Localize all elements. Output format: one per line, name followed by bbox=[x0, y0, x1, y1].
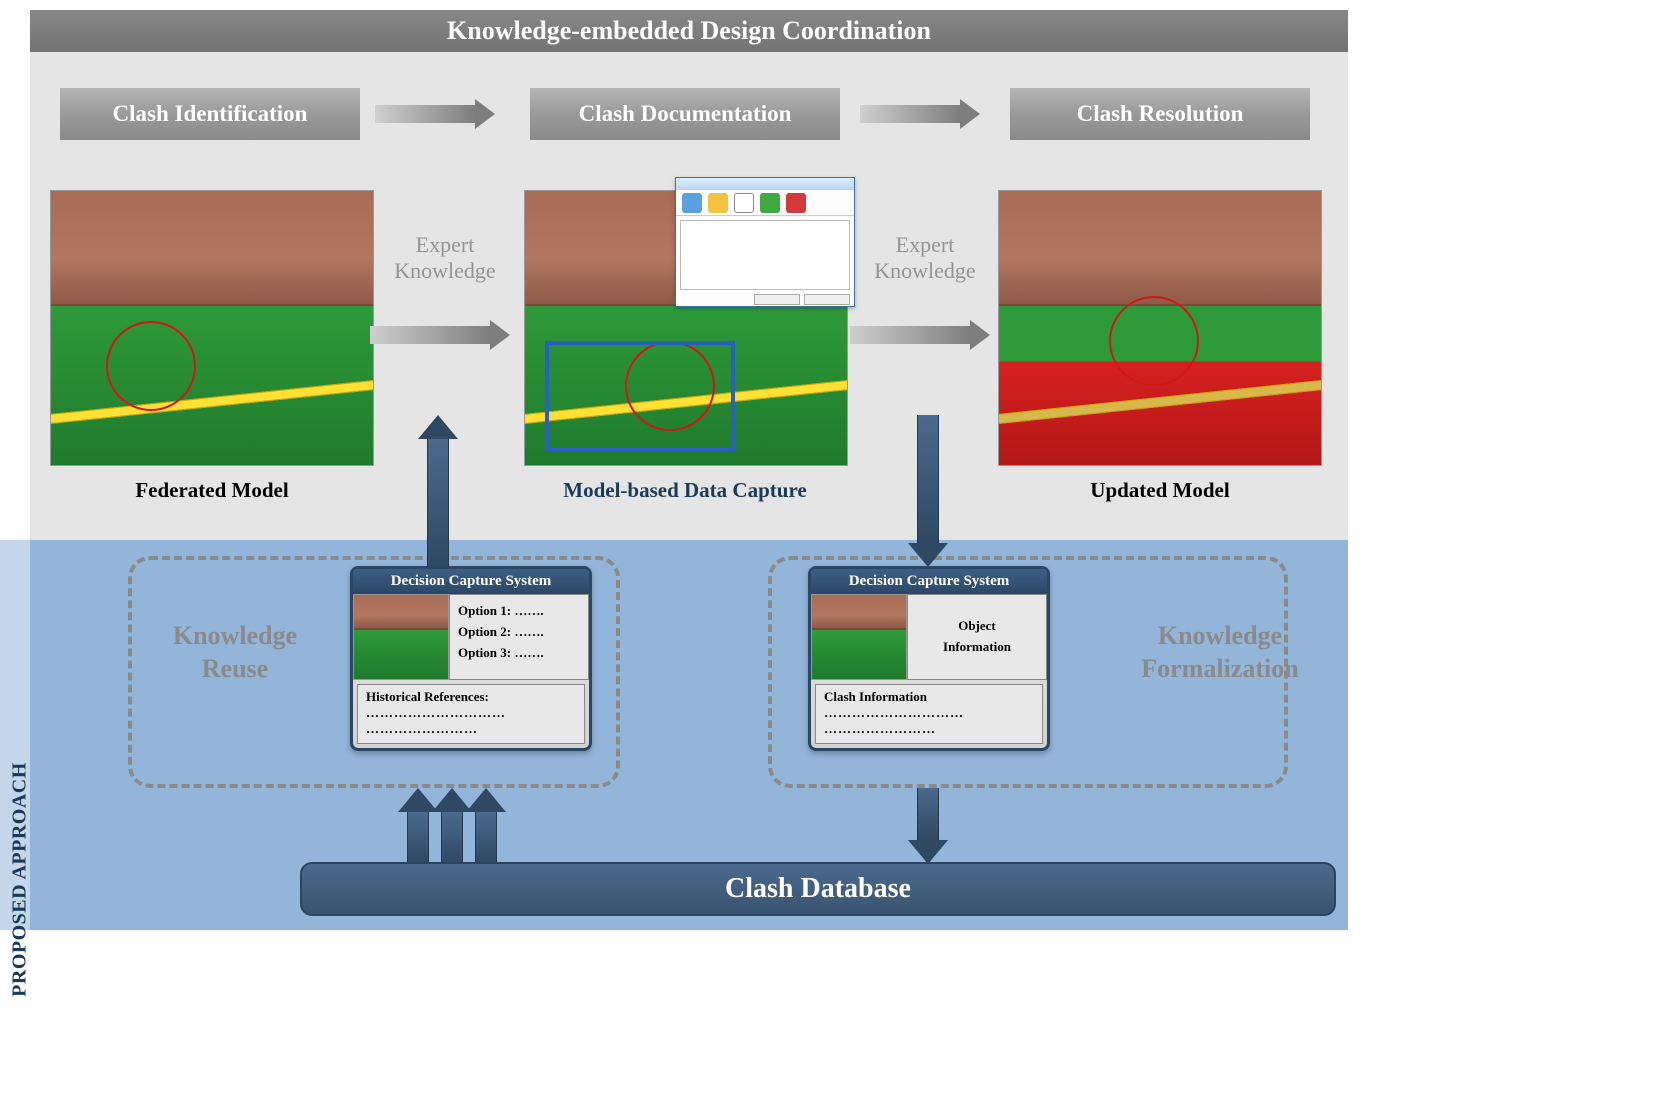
expert-knowledge-label-2: Expert Knowledge bbox=[870, 232, 980, 285]
clash-circle-icon bbox=[106, 321, 196, 411]
clash-database-bar: Clash Database bbox=[300, 862, 1336, 916]
dcs-hist-line: …………………… bbox=[366, 721, 576, 737]
dcs-panel-reuse: Decision Capture System Option 1: ……. Op… bbox=[350, 566, 592, 751]
dcs-clash-line: …………………… bbox=[824, 721, 1034, 737]
dcs-option: Option 3: ……. bbox=[458, 643, 580, 664]
knowledge-reuse-text: Knowledge Reuse bbox=[173, 621, 297, 683]
knowledge-formalization-text: Knowledge Formalization bbox=[1141, 621, 1298, 683]
thumb-updated-model bbox=[998, 190, 1322, 466]
selection-box-icon bbox=[545, 341, 735, 451]
dcs-hist-line: ………………………… bbox=[366, 705, 576, 721]
stage-label: Clash Resolution bbox=[1077, 101, 1244, 127]
appwin-toolbar-icon bbox=[760, 193, 780, 213]
appwin-toolbar-icon bbox=[734, 193, 754, 213]
stage-arrow-2 bbox=[860, 99, 980, 129]
dcs-title: Decision Capture System bbox=[811, 569, 1047, 594]
dcs-option: Option 1: ……. bbox=[458, 601, 580, 622]
arrow-db-down bbox=[908, 788, 948, 864]
expert-label-line1: Expert bbox=[390, 232, 500, 258]
thumb-federated-model bbox=[50, 190, 374, 466]
clash-database-label: Clash Database bbox=[725, 873, 911, 905]
caption-capture: Model-based Data Capture bbox=[480, 478, 890, 503]
dcs-clash-line: ………………………… bbox=[824, 705, 1034, 721]
dcs-panel-formalization: Decision Capture System Object Informati… bbox=[808, 566, 1050, 751]
appwin-toolbar-icon bbox=[786, 193, 806, 213]
proposed-approach-label: PROPOSED APPROACH bbox=[9, 705, 32, 1055]
expert-label-line2: Knowledge bbox=[870, 258, 980, 284]
dcs-object-info-panel: Object Information bbox=[907, 594, 1047, 680]
capture-app-window bbox=[675, 177, 855, 307]
dcs-objinfo-line: Information bbox=[943, 637, 1011, 658]
caption-federated: Federated Model bbox=[50, 478, 374, 503]
arrow-formalization-down bbox=[908, 415, 948, 567]
caption-updated: Updated Model bbox=[998, 478, 1322, 503]
stage-label: Clash Documentation bbox=[579, 101, 792, 127]
dcs-mini-thumb bbox=[811, 594, 907, 680]
stage-label: Clash Identification bbox=[113, 101, 308, 127]
main-title-text: Knowledge-embedded Design Coordination bbox=[447, 16, 931, 46]
dcs-clash-info-panel: Clash Information ………………………… …………………… bbox=[815, 684, 1043, 744]
stage-clash-resolution: Clash Resolution bbox=[1010, 88, 1310, 140]
expert-label-line2: Knowledge bbox=[390, 258, 500, 284]
dcs-title: Decision Capture System bbox=[353, 569, 589, 594]
arrow-reuse-up bbox=[418, 415, 458, 567]
dcs-objinfo-line: Object bbox=[958, 616, 996, 637]
dcs-hist-header: Historical References: bbox=[366, 689, 576, 705]
flow-arrow-1 bbox=[370, 320, 510, 350]
stage-arrow-1 bbox=[375, 99, 495, 129]
dcs-option: Option 2: ……. bbox=[458, 622, 580, 643]
knowledge-formalization-label: Knowledge Formalization bbox=[1120, 620, 1320, 685]
expert-label-line1: Expert bbox=[870, 232, 980, 258]
stage-clash-identification: Clash Identification bbox=[60, 88, 360, 140]
dcs-options-panel: Option 1: ……. Option 2: ……. Option 3: ……… bbox=[449, 594, 589, 680]
clash-circle-icon bbox=[1109, 296, 1199, 386]
appwin-toolbar-icon bbox=[682, 193, 702, 213]
knowledge-reuse-label: Knowledge Reuse bbox=[150, 620, 320, 685]
main-title-bar: Knowledge-embedded Design Coordination bbox=[30, 10, 1348, 52]
expert-knowledge-label-1: Expert Knowledge bbox=[390, 232, 500, 285]
flow-arrow-2 bbox=[850, 320, 990, 350]
arrow-db-up-3 bbox=[466, 788, 506, 864]
appwin-toolbar-icon bbox=[708, 193, 728, 213]
dcs-clash-header: Clash Information bbox=[824, 689, 1034, 705]
dcs-historical-panel: Historical References: ………………………… ………………… bbox=[357, 684, 585, 744]
stage-clash-documentation: Clash Documentation bbox=[530, 88, 840, 140]
dcs-mini-thumb bbox=[353, 594, 449, 680]
thumb-data-capture bbox=[524, 190, 848, 466]
